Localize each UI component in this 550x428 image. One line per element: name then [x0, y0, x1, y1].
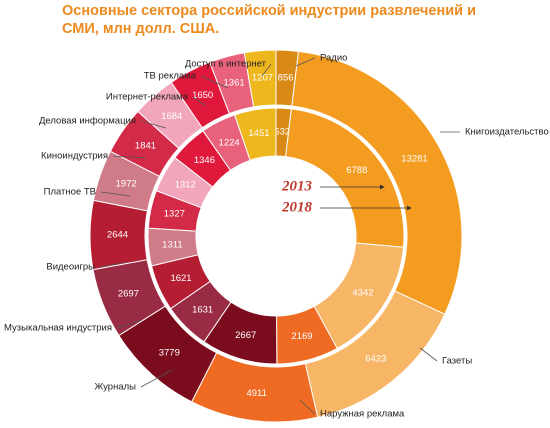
series-label: 2018 [281, 199, 313, 215]
value-label: 1621 [170, 273, 191, 284]
leader-line [112, 155, 147, 159]
value-label: 1312 [175, 180, 196, 191]
value-label: 1631 [192, 304, 213, 315]
value-label: 1841 [135, 141, 156, 152]
value-label: 1972 [116, 179, 137, 190]
category-label: Киноиндустрия [41, 151, 108, 162]
leader-line [419, 347, 438, 362]
leader-line [140, 369, 173, 388]
value-label: 2644 [107, 230, 128, 241]
value-label: 6423 [365, 354, 386, 365]
donut-segment [243, 49, 277, 108]
category-label: Радио [320, 53, 347, 64]
value-label: 1650 [192, 90, 213, 101]
category-label: Интернет-реклама [106, 92, 189, 103]
value-label: 2697 [118, 288, 139, 299]
category-label: Газеты [442, 356, 472, 367]
value-label: 1451 [248, 128, 269, 139]
value-label: 2667 [235, 330, 256, 341]
chart-title: Основные сектора российской индустрии ра… [62, 3, 477, 37]
leader-line [116, 319, 143, 329]
leader-line [99, 261, 128, 268]
category-label: Доступ в интернет [185, 59, 267, 70]
category-label: Видеоигры [46, 262, 95, 273]
value-label: 1224 [219, 138, 240, 149]
donut-segment [291, 50, 463, 315]
category-label: Деловая информация [39, 116, 136, 127]
value-label: 13281 [401, 153, 427, 164]
value-label: 1207 [252, 73, 273, 84]
value-label: 1346 [194, 155, 215, 166]
category-label: Наружная реклама [320, 409, 405, 420]
value-label: 1327 [164, 209, 185, 220]
value-label: 3779 [159, 348, 180, 359]
donut-segment [234, 107, 277, 161]
value-label: 4911 [246, 388, 266, 399]
leader-line [299, 399, 316, 415]
value-label: 4342 [352, 288, 373, 299]
category-label: Книгоиздательство [465, 127, 549, 138]
category-label: ТВ реклама [144, 71, 197, 82]
category-label: Платное ТВ [44, 187, 96, 198]
category-label: Журналы [95, 382, 137, 393]
value-label: 1311 [162, 240, 182, 251]
leader-line [295, 57, 316, 67]
leader-line [100, 191, 131, 197]
value-label: 6788 [346, 165, 367, 176]
leader-line [140, 120, 167, 129]
value-label: 856 [278, 72, 294, 83]
category-label: Музыкальная индустрия [4, 323, 112, 334]
leader-line [192, 96, 207, 107]
value-label: 532 [274, 127, 290, 138]
leader-line [261, 63, 272, 77]
series-label: 2013 [281, 178, 313, 194]
value-label: 1361 [224, 78, 245, 89]
leader-line [200, 75, 229, 89]
value-label: 1684 [161, 111, 182, 122]
value-label: 2169 [291, 331, 312, 342]
